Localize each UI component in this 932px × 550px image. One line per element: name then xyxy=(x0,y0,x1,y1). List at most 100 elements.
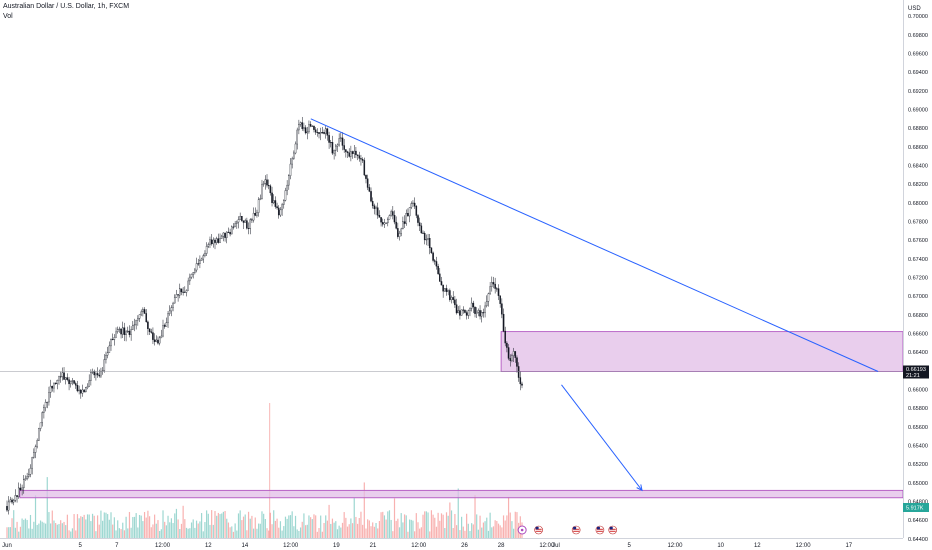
candle-body xyxy=(39,422,42,429)
candle-body xyxy=(444,288,446,292)
candle xyxy=(21,484,23,496)
candle xyxy=(506,341,508,353)
candle xyxy=(185,289,188,297)
candle xyxy=(150,328,153,334)
candle xyxy=(465,310,468,320)
volume-bar xyxy=(362,524,364,538)
zone-lower xyxy=(19,489,904,499)
volume-bar xyxy=(378,521,381,538)
candle-body xyxy=(521,383,523,386)
candle-body xyxy=(489,286,491,294)
event-markers[interactable] xyxy=(517,525,618,535)
candle-body xyxy=(78,389,80,392)
volume-bar xyxy=(73,514,75,538)
candle-body xyxy=(496,288,498,290)
candle-body xyxy=(31,457,33,469)
candle xyxy=(272,194,275,205)
candle xyxy=(214,238,216,250)
candle xyxy=(408,207,411,223)
volume-bar xyxy=(462,526,464,538)
candle-body xyxy=(199,260,201,264)
volume-bar xyxy=(360,511,362,538)
time-tick-label: 19 xyxy=(333,543,340,549)
candle-body xyxy=(132,325,134,330)
volume-bar xyxy=(184,519,186,538)
volume-bar xyxy=(316,531,318,538)
volume-bar xyxy=(476,514,478,538)
candle xyxy=(227,227,230,233)
volume-bar xyxy=(315,515,317,538)
candle xyxy=(217,233,220,244)
candle xyxy=(44,399,47,412)
price-tick-label: 0.68600 xyxy=(908,145,928,151)
volume-bar xyxy=(427,512,429,538)
candle xyxy=(247,222,250,235)
price-tick-label: 0.68000 xyxy=(908,201,928,207)
candle xyxy=(256,209,258,218)
volume-bar xyxy=(318,528,320,538)
time-tick-label: 12:00 xyxy=(667,543,683,549)
us-flag-icon[interactable] xyxy=(608,525,618,535)
price-tick-label: 0.65200 xyxy=(908,462,928,468)
candle xyxy=(143,307,146,314)
candle xyxy=(284,187,287,202)
candle-body xyxy=(123,327,126,336)
candle xyxy=(311,125,314,127)
candle-body xyxy=(460,309,463,316)
volume-bar xyxy=(259,523,261,538)
candle xyxy=(262,181,265,187)
candle-body xyxy=(467,310,470,316)
candle-body xyxy=(469,308,471,311)
candle xyxy=(509,354,512,367)
volume-bar xyxy=(180,523,183,538)
candle xyxy=(484,301,486,318)
candle-body xyxy=(231,226,233,235)
volume-bar xyxy=(311,519,313,538)
time-tick-label: 12:00 xyxy=(155,543,171,549)
volume-bar xyxy=(256,528,258,538)
candle-body xyxy=(328,135,330,143)
zone-upper xyxy=(500,331,904,372)
volume-bar xyxy=(9,527,11,538)
candle-body xyxy=(236,221,238,224)
candle-body xyxy=(432,252,434,261)
candle xyxy=(430,247,433,254)
candle-body xyxy=(433,260,436,262)
volume-indicator-label[interactable]: Vol xyxy=(3,13,13,20)
candle-body xyxy=(111,339,114,341)
price-axis[interactable]: USD 0.70000 0.69800 0.69600 0.69400 0.69200 0.… xyxy=(903,0,932,550)
price-tick-label: 0.69600 xyxy=(908,51,928,57)
candle xyxy=(301,116,304,131)
volume-bar xyxy=(222,511,224,538)
volume-bar xyxy=(430,510,433,538)
candle-body xyxy=(425,239,428,241)
time-axis[interactable]: Jun 5 7 12:00 12 14 12:00 19 21 12:00 26 28 12:00Jul… xyxy=(0,538,903,550)
candle-body xyxy=(462,309,465,311)
symbol-title[interactable]: Australian Dollar / U.S. Dollar, 1h, FXC… xyxy=(3,3,130,10)
us-flag-icon[interactable] xyxy=(595,525,605,535)
candle xyxy=(106,346,109,359)
candle xyxy=(428,234,431,255)
candle-body xyxy=(504,330,506,344)
volume-bar xyxy=(320,515,322,538)
candle-body xyxy=(502,313,505,332)
time-tick-label: 28 xyxy=(498,543,505,549)
candle-body xyxy=(162,325,164,337)
candle-body xyxy=(66,377,69,380)
candle xyxy=(6,500,8,512)
candle xyxy=(433,258,436,265)
us-flag-icon[interactable] xyxy=(571,525,581,535)
candle xyxy=(376,202,379,219)
event-marker-icon[interactable] xyxy=(517,525,527,535)
candle-body xyxy=(225,231,228,238)
price-tick-label: 0.67800 xyxy=(908,219,928,225)
candle-body xyxy=(7,501,10,511)
candle xyxy=(415,205,418,219)
us-flag-icon[interactable] xyxy=(534,525,543,535)
candle-body xyxy=(210,239,213,245)
candle-body xyxy=(370,191,372,202)
volume-bar xyxy=(108,519,110,538)
candle xyxy=(420,222,423,234)
candle-body xyxy=(324,128,327,134)
